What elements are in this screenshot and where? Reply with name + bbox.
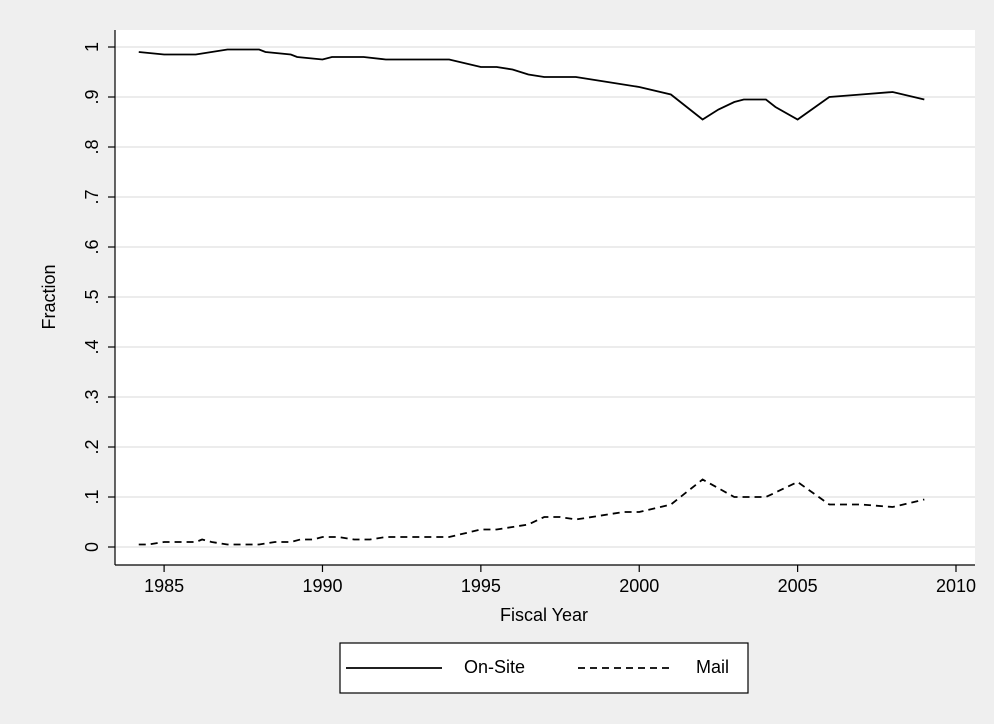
y-tick-label: 0 — [82, 542, 102, 552]
legend-label: On-Site — [464, 657, 525, 677]
x-axis-label: Fiscal Year — [500, 605, 588, 625]
y-tick-label: .1 — [82, 489, 102, 504]
y-tick-label: .3 — [82, 389, 102, 404]
y-tick-label: .6 — [82, 239, 102, 254]
series-line — [138, 478, 925, 546]
x-tick-label: 2000 — [619, 576, 659, 596]
x-tick-label: 1985 — [144, 576, 184, 596]
y-tick-label: .5 — [82, 289, 102, 304]
x-tick-label: 2005 — [778, 576, 818, 596]
x-tick-label: 1990 — [302, 576, 342, 596]
y-tick-label: 1 — [82, 42, 102, 52]
y-tick-label: .4 — [82, 339, 102, 354]
y-tick-label: .2 — [82, 439, 102, 454]
x-tick-label: 1995 — [461, 576, 501, 596]
legend-label: Mail — [696, 657, 729, 677]
y-axis-label: Fraction — [39, 264, 59, 329]
y-tick-label: .9 — [82, 89, 102, 104]
series-line — [138, 48, 925, 121]
y-tick-label: .8 — [82, 139, 102, 154]
x-tick-label: 2010 — [936, 576, 976, 596]
y-tick-label: .7 — [82, 189, 102, 204]
